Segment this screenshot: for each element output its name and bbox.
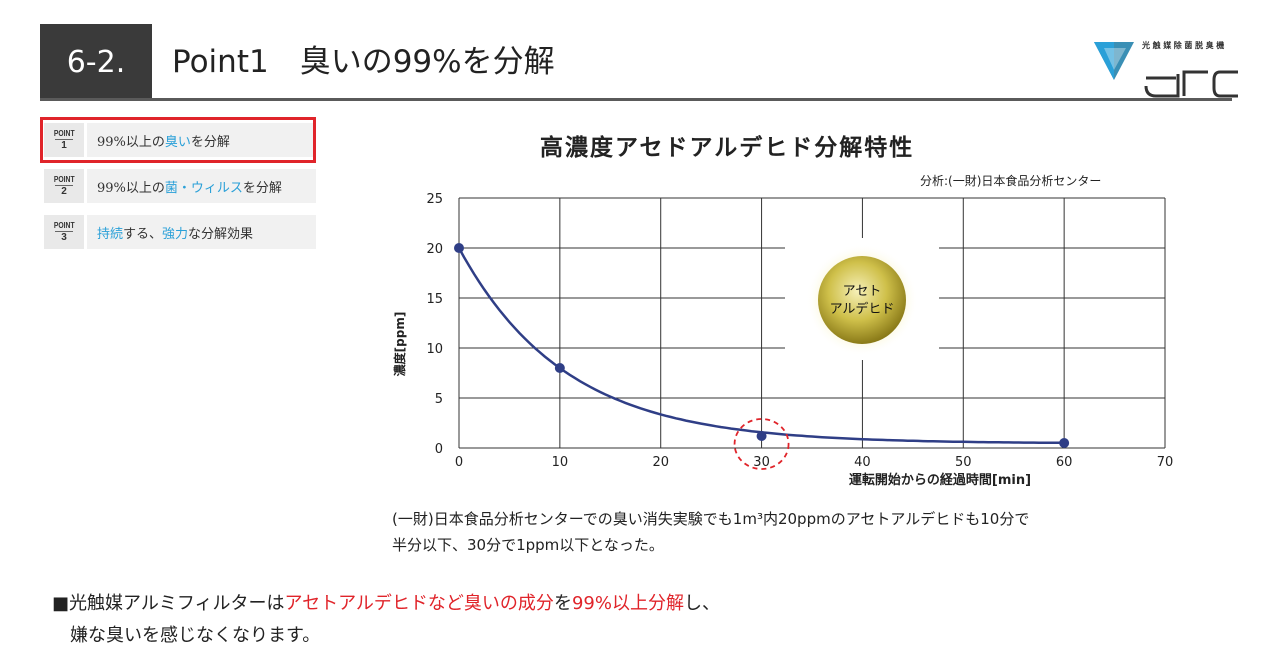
y-tick-0: 0 <box>435 442 443 457</box>
chart-title: 高濃度アセドアルデヒド分解特性 <box>540 135 915 161</box>
acetaldehyde-ball <box>818 256 906 344</box>
summary-line-1: ■光触媒アルミフィルターはアセトアルデヒドなど臭いの成分を99%以上分解し、 <box>52 593 720 614</box>
y-tick-5: 5 <box>435 392 443 407</box>
y-axis-label: 濃度[ppm] <box>392 312 407 377</box>
chart-source: 分析:(一財)日本食品分析センター <box>920 174 1102 188</box>
x-tick-50: 50 <box>955 455 972 470</box>
x-tick-0: 0 <box>455 455 463 470</box>
data-point-1 <box>554 363 565 373</box>
point-text: 99%以上の 臭い を分解 <box>87 123 316 157</box>
summary-highlight-2: 99%以上分解 <box>571 593 684 614</box>
point-badge: POINT 3 <box>44 215 84 249</box>
logo-arc-letters <box>1144 70 1238 98</box>
chart-ticks: 0 10 20 30 40 50 60 70 0 5 10 15 20 25 <box>426 192 1173 470</box>
header-divider <box>40 98 1232 101</box>
data-point-3 <box>1059 438 1070 448</box>
data-point-2 <box>756 431 767 441</box>
x-tick-60: 60 <box>1056 455 1073 470</box>
point-badge: POINT 2 <box>44 169 84 203</box>
chart-caption: (一財)日本食品分析センターでの臭い消失実験でも1m³内20ppmのアセトアルデ… <box>392 506 1029 558</box>
data-point-0 <box>454 243 464 253</box>
summary-highlight-1: アセトアルデヒドなど臭いの成分 <box>284 593 554 614</box>
decomposition-chart: 0 10 20 30 40 50 60 70 0 5 10 15 20 25 アセト アルデヒド 運転開始… <box>392 192 1173 488</box>
badge-label-2: アルデヒド <box>830 301 895 317</box>
logo-text: 光触媒除菌脱臭機 <box>1142 41 1227 50</box>
page-title: Point1 臭いの99%を分解 <box>172 44 555 80</box>
highlight-circle <box>733 418 790 470</box>
y-tick-15: 15 <box>426 292 443 307</box>
point-text: 99%以上の 菌・ウィルス を分解 <box>87 169 316 203</box>
badge-label-1: アセト <box>843 284 882 299</box>
arc-logo <box>1094 42 1238 98</box>
y-tick-25: 25 <box>426 192 443 207</box>
y-tick-10: 10 <box>426 342 443 357</box>
x-axis-label: 運転開始からの経過時間[min] <box>849 472 1031 488</box>
x-tick-70: 70 <box>1157 455 1174 470</box>
point-item-3: POINT 3 持続 する、 強力 な分解効果 <box>40 209 316 255</box>
point-item-2: POINT 2 99%以上の 菌・ウィルス を分解 <box>40 163 316 209</box>
x-tick-40: 40 <box>854 455 871 470</box>
y-tick-20: 20 <box>426 242 443 257</box>
point-item-1: POINT 1 99%以上の 臭い を分解 <box>40 117 316 163</box>
caption-line-1: (一財)日本食品分析センターでの臭い消失実験でも1m³内20ppmのアセトアルデ… <box>392 510 1030 528</box>
summary-text: ■光触媒アルミフィルターはアセトアルデヒドなど臭いの成分を99%以上分解し、 嫌… <box>52 588 720 652</box>
point-list: POINT 1 99%以上の 臭い を分解 POINT 2 99%以上の 菌・ウィルス を分解 PO… <box>40 117 316 255</box>
x-tick-30: 30 <box>753 455 770 470</box>
section-number: 6-2. <box>40 24 152 100</box>
summary-line-2: 嫌な臭いを感じなくなります。 <box>70 625 321 646</box>
point-text: 持続 する、 強力 な分解効果 <box>87 215 316 249</box>
x-tick-10: 10 <box>552 455 569 470</box>
x-tick-20: 20 <box>652 455 669 470</box>
caption-line-2: 半分以下、30分で1ppm以下となった。 <box>392 536 664 554</box>
point-badge: POINT 1 <box>44 123 84 157</box>
